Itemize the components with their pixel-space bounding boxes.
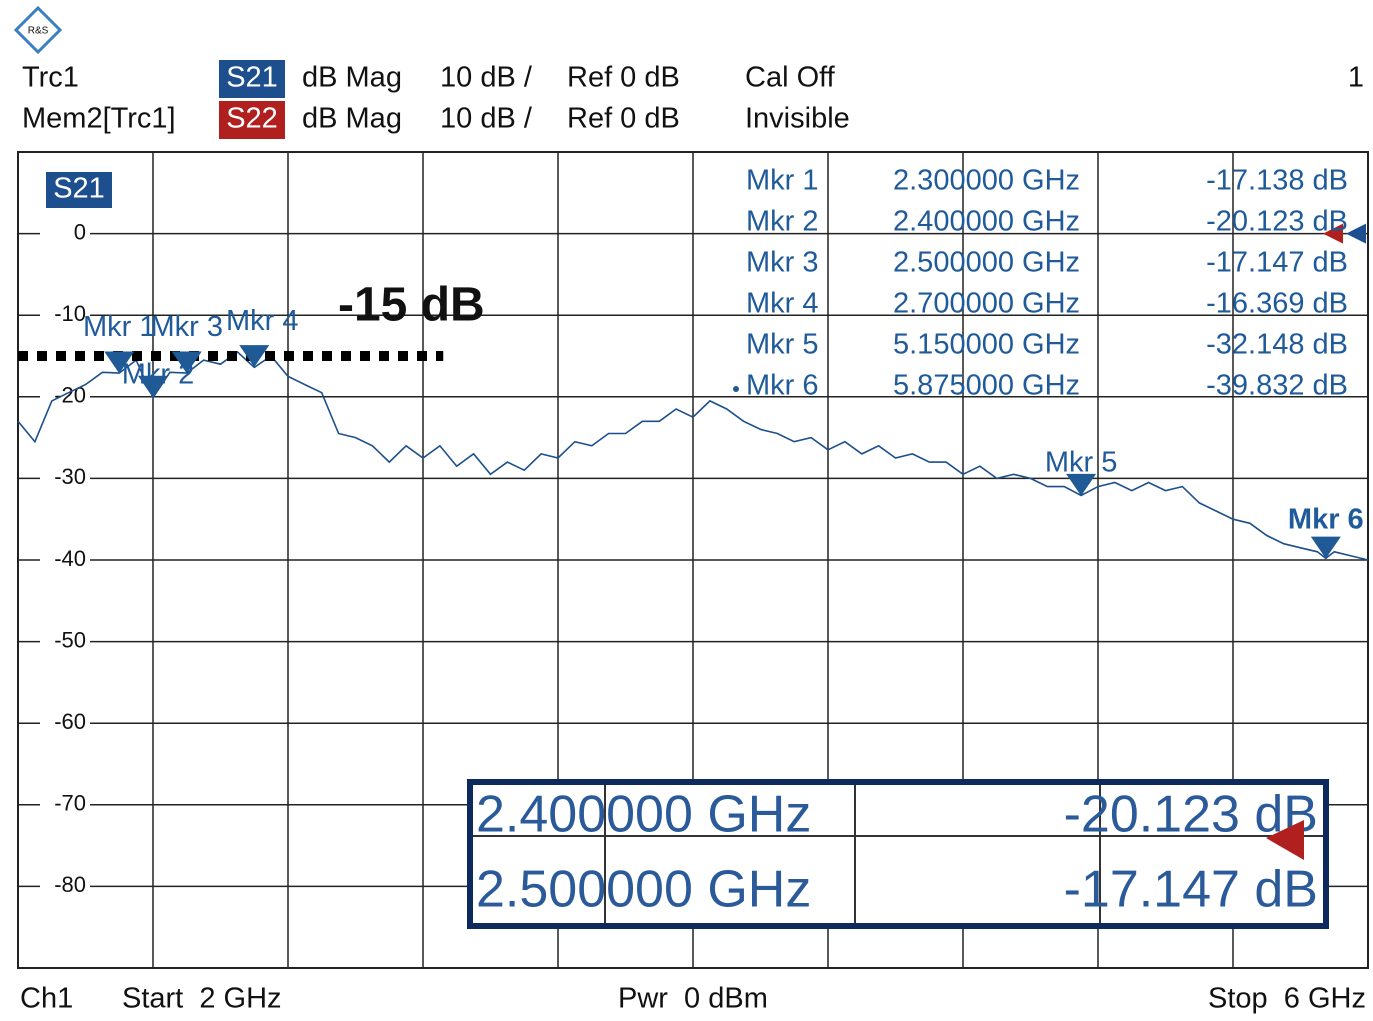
marker-value: -16.369 dB xyxy=(1206,288,1348,320)
marker-triangle xyxy=(171,351,202,374)
ref: Ref 0 dB xyxy=(567,103,680,135)
scale: 10 dB / xyxy=(440,103,533,135)
ref-arrow-s22 xyxy=(1323,223,1343,244)
marker-value: -32.148 dB xyxy=(1206,329,1348,361)
y-tick-label: -70 xyxy=(54,791,86,816)
status: Invisible xyxy=(745,103,850,135)
marker-triangle xyxy=(1066,473,1097,496)
marker-label: Mkr 5 xyxy=(1045,447,1118,479)
zoom-ref-arrow xyxy=(1266,820,1304,860)
format: dB Mag xyxy=(302,103,402,135)
marker-name: Mkr 6 xyxy=(746,370,819,402)
footer-channel: Ch1 xyxy=(20,983,73,1015)
tick-label-bg xyxy=(40,629,90,654)
zoom-freq: 2.400000 GHz xyxy=(476,786,811,844)
marker-value: -17.147 dB xyxy=(1206,247,1348,279)
param-badge xyxy=(219,60,285,98)
marker-triangle xyxy=(239,345,270,368)
y-tick-label: -50 xyxy=(54,627,86,652)
marker-freq: 5.150000 GHz xyxy=(893,329,1080,361)
threshold-label: -15 dB xyxy=(338,279,485,332)
y-tick-label: -30 xyxy=(54,464,86,489)
logo: R&S xyxy=(13,5,63,55)
marker-triangle xyxy=(104,351,135,374)
marker-freq: 2.300000 GHz xyxy=(893,165,1080,197)
tick-label-bg xyxy=(40,221,90,246)
marker-label: Mkr 4 xyxy=(226,305,299,337)
tick-label-bg xyxy=(40,874,90,899)
marker-name: Mkr 4 xyxy=(746,288,819,320)
marker-value: -39.832 dB xyxy=(1206,370,1348,402)
y-tick-label: -60 xyxy=(54,709,86,734)
y-tick-label: -40 xyxy=(54,546,86,571)
marker-triangle xyxy=(138,375,168,398)
footer-stop: Stop 6 GHz xyxy=(1208,983,1366,1015)
zoom-freq: 2.500000 GHz xyxy=(476,861,811,919)
marker-freq: 2.500000 GHz xyxy=(893,247,1080,279)
zoom-value: -17.147 dB xyxy=(1064,861,1318,919)
tick-label-bg xyxy=(40,792,90,817)
tick-label-bg xyxy=(40,711,90,736)
marker-freq: 2.700000 GHz xyxy=(893,288,1080,320)
trace-label: S21 xyxy=(53,173,105,205)
footer-start: Start 2 GHz xyxy=(122,983,282,1015)
marker-label: Mkr 1 xyxy=(83,311,156,343)
y-tick-label: 0 xyxy=(74,219,86,244)
format: dB Mag xyxy=(302,62,402,94)
tick-label-bg xyxy=(40,303,90,328)
tick-label-bg xyxy=(40,548,90,572)
marker-value: -20.123 dB xyxy=(1206,206,1348,238)
param: S21 xyxy=(226,62,278,94)
trace xyxy=(17,350,1369,561)
tick-label-bg xyxy=(40,384,90,409)
zoom-box xyxy=(467,779,1329,929)
marker-triangle xyxy=(1310,536,1341,559)
logo-text: R&S xyxy=(28,26,49,37)
marker-name: Mkr 1 xyxy=(746,165,819,197)
ref: Ref 0 dB xyxy=(567,62,680,94)
active-dot xyxy=(733,386,739,392)
y-tick-label: -10 xyxy=(54,301,86,326)
y-tick-label: -80 xyxy=(54,872,86,897)
marker-name: Mkr 5 xyxy=(746,329,819,361)
trace-name: Mem2[Trc1] xyxy=(22,103,176,135)
param-badge xyxy=(219,101,285,139)
marker-freq: 2.400000 GHz xyxy=(893,206,1080,238)
param: S22 xyxy=(226,103,278,135)
marker-label: Mkr 6 xyxy=(1288,503,1364,535)
trace-label-bg xyxy=(46,172,112,208)
status: Cal Off xyxy=(745,62,836,94)
channel-number: 1 xyxy=(1348,62,1364,94)
marker-name: Mkr 3 xyxy=(746,247,819,279)
marker-freq: 5.875000 GHz xyxy=(893,370,1080,402)
ref-arrow-s21 xyxy=(1346,223,1366,244)
tick-label-bg xyxy=(40,466,90,491)
marker-name: Mkr 2 xyxy=(746,206,819,238)
marker-value: -17.138 dB xyxy=(1206,165,1348,197)
trace-name: Trc1 xyxy=(22,62,79,94)
marker-label: Mkr 3 xyxy=(151,311,224,343)
footer-power: Pwr 0 dBm xyxy=(618,983,768,1015)
scale: 10 dB / xyxy=(440,62,533,94)
